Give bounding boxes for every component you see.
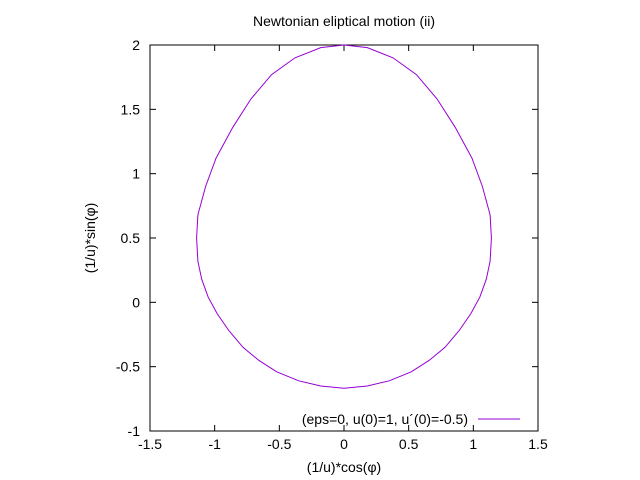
x-tick-label: -0.5 — [267, 436, 291, 452]
x-tick-label: 0 — [340, 436, 348, 452]
y-axis-ticks — [150, 44, 538, 432]
y-tick-label: 0.5 — [121, 230, 141, 246]
y-tick-label: 2 — [132, 37, 140, 53]
x-tick-label: -1 — [208, 436, 221, 452]
series-line — [196, 44, 492, 389]
y-axis-label: (1/u)*sin(φ) — [82, 203, 98, 274]
y-tick-label: -0.5 — [116, 359, 140, 375]
y-axis-tick-labels: -1 -0.5 0 0.5 1 1.5 2 — [116, 37, 140, 439]
y-tick-label: -1 — [128, 423, 141, 439]
x-axis-label: (1/u)*cos(φ) — [307, 459, 381, 475]
x-axis-ticks — [149, 45, 539, 431]
legend-label: (eps=0, u(0)=1, u´(0)=-0.5) — [302, 411, 468, 427]
y-tick-label: 1 — [132, 166, 140, 182]
x-axis-tick-labels: -1.5 -1 -0.5 0 0.5 1 1.5 — [138, 436, 548, 452]
series-group — [196, 44, 492, 389]
plot-area-border — [149, 44, 539, 432]
y-tick-label: 0 — [132, 294, 140, 310]
x-tick-label: 1.5 — [528, 436, 548, 452]
y-tick-label: 1.5 — [121, 101, 141, 117]
chart-title: Newtonian eliptical motion (ii) — [253, 13, 435, 29]
legend: (eps=0, u(0)=1, u´(0)=-0.5) — [302, 411, 520, 427]
x-tick-label: 1 — [469, 436, 477, 452]
x-tick-label: -1.5 — [138, 436, 162, 452]
x-tick-label: 0.5 — [399, 436, 419, 452]
